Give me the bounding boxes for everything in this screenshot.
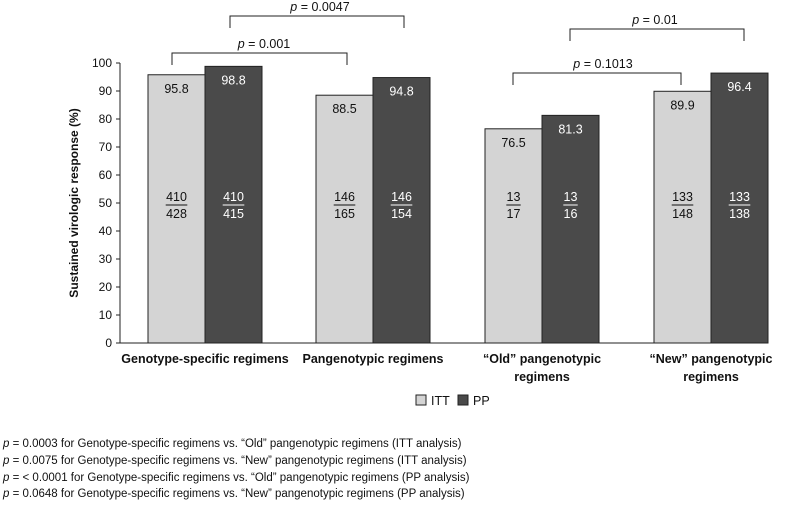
significance-bracket [512,72,682,85]
y-tick-label: 50 [99,196,113,210]
fraction-numerator: 13 [507,190,521,204]
y-tick-label: 80 [99,112,113,126]
bar-value-label: 94.8 [389,85,413,99]
footnote-text: = 0.0075 for Genotype-specific regimens … [9,454,467,467]
fraction-numerator: 410 [166,190,187,204]
p-value-label: p = 0.001 [237,37,291,51]
bar-pp [541,114,600,344]
p-symbol: p [631,13,639,27]
footnote-2: p = 0.0075 for Genotype-specific regimen… [3,453,469,470]
footnote-p-symbol: p [3,488,10,501]
category-label: “Old” pangenotypic [483,352,601,366]
y-tick-label: 90 [99,84,113,98]
bar-value-label: 95.8 [164,82,188,96]
y-tick-label: 40 [99,224,113,238]
fraction-numerator: 146 [391,190,412,204]
bar-value-label: 76.5 [501,136,525,150]
fraction-numerator: 146 [334,190,355,204]
footnote-text: = 0.0003 for Genotype-specific regimens … [9,438,462,450]
fraction-numerator: 133 [729,190,750,204]
p-value-label: p = 0.1013 [572,57,632,71]
category-label: regimens [514,370,570,384]
y-axis-title: Sustained virologic response (%) [67,108,81,297]
footnote-4: p = 0.0648 for Genotype-specific regimen… [3,486,469,503]
p-value-text: = 0.0047 [297,0,350,14]
fraction-denominator: 138 [729,207,750,221]
bar-value-label: 81.3 [558,122,582,136]
p-value-label: p = 0.01 [631,13,678,27]
fraction-denominator: 148 [672,207,693,221]
y-tick-label: 30 [99,252,113,266]
p-value-label: p = 0.0047 [289,0,349,14]
fraction-numerator: 13 [564,190,578,204]
bar-itt [653,90,712,344]
category-label: “New” pangenotypic [650,352,773,366]
bar-value-label: 96.4 [727,80,751,94]
footnote-text: = < 0.0001 for Genotype-specific regimen… [9,471,470,484]
bar-itt [315,94,374,344]
footnote-3: p = < 0.0001 for Genotype-specific regim… [3,470,469,487]
significance-bracket [171,52,348,65]
y-tick-label: 100 [92,56,112,70]
footnotes: p = 0.0003 for Genotype-specific regimen… [3,436,469,503]
category-label: Genotype-specific regimens [121,352,288,366]
y-tick-label: 60 [99,168,113,182]
bar-value-label: 98.8 [221,73,245,87]
bar-pp [372,77,431,344]
p-value-text: = 0.001 [245,37,291,51]
fraction-denominator: 154 [391,207,412,221]
p-symbol: p [572,57,580,71]
footnote-p-symbol: p [3,438,10,450]
bar-value-label: 88.5 [332,102,356,116]
fraction-denominator: 17 [507,207,521,221]
category-label: Pangenotypic regimens [302,352,443,366]
legend-label-itt: ITT [431,394,450,408]
y-tick-label: 10 [99,308,113,322]
p-value-text: = 0.01 [639,13,678,27]
footnote-p-symbol: p [3,471,10,484]
y-tick-label: 0 [105,336,112,350]
footnote-p-symbol: p [3,454,10,467]
footnote-1: p = 0.0003 for Genotype-specific regimen… [3,436,469,453]
fraction-numerator: 410 [223,190,244,204]
y-tick-label: 70 [99,140,113,154]
legend-swatch-pp [457,394,469,406]
p-value-text: = 0.1013 [580,57,633,71]
fraction-denominator: 415 [223,207,244,221]
y-tick-label: 20 [99,280,113,294]
bar-value-label: 89.9 [670,98,694,112]
significance-bracket [569,28,745,41]
p-symbol: p [289,0,297,14]
bar-itt [147,74,206,344]
legend-label-pp: PP [473,394,490,408]
svr-bar-chart: 0 10 20 30 40 50 60 70 80 90 100 Sustained virologi… [67,0,773,408]
legend-swatch-itt [415,394,427,406]
fraction-numerator: 133 [672,190,693,204]
footnote-text: = 0.0648 for Genotype-specific regimens … [9,488,465,501]
significance-bracket [229,15,405,28]
fraction-denominator: 16 [564,207,578,221]
fraction-denominator: 428 [166,207,187,221]
p-symbol: p [237,37,245,51]
fraction-denominator: 165 [334,207,355,221]
category-label: regimens [683,370,739,384]
bar-itt [484,128,543,344]
